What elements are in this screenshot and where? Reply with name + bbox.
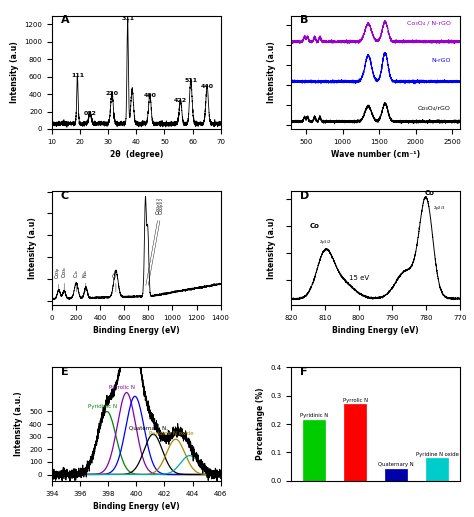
- Text: Quaternary N,: Quaternary N,: [129, 427, 168, 431]
- Y-axis label: Intensity (a.u): Intensity (a.u): [10, 41, 19, 103]
- Text: Quaternary N: Quaternary N: [378, 463, 414, 467]
- Text: Pyridine N oxide: Pyridine N oxide: [149, 431, 194, 436]
- Text: Pyrrolic N: Pyrrolic N: [109, 385, 136, 390]
- Text: Co$_{2p1/2}$: Co$_{2p1/2}$: [148, 197, 168, 285]
- Text: Co$_{3s}$: Co$_{3s}$: [60, 265, 69, 292]
- Text: 220: 220: [105, 90, 118, 96]
- Text: 422: 422: [174, 98, 187, 103]
- Bar: [426, 458, 448, 481]
- Y-axis label: Percentange (%): Percentange (%): [256, 388, 265, 460]
- Text: 511: 511: [184, 78, 197, 83]
- Text: D: D: [300, 191, 309, 201]
- Y-axis label: Intensity (a.u): Intensity (a.u): [267, 217, 276, 279]
- Text: Co: Co: [310, 222, 320, 229]
- Text: Co₃O₄/rGO: Co₃O₄/rGO: [418, 105, 451, 111]
- Y-axis label: Intensity (a.u): Intensity (a.u): [267, 41, 276, 103]
- Text: O$_{1s}$: O$_{1s}$: [111, 268, 120, 292]
- Y-axis label: Intensity (a.u.): Intensity (a.u.): [14, 392, 23, 457]
- Text: 111: 111: [71, 73, 84, 78]
- Text: Pyridinic N: Pyridinic N: [300, 414, 328, 418]
- Text: C: C: [61, 191, 69, 201]
- Text: N$_{1s}$: N$_{1s}$: [82, 268, 90, 292]
- Text: N-rGO: N-rGO: [431, 58, 451, 63]
- Text: $_{2p1/2}$: $_{2p1/2}$: [319, 239, 331, 247]
- Bar: [385, 469, 407, 481]
- X-axis label: Wave number (cm⁻¹): Wave number (cm⁻¹): [331, 150, 420, 159]
- Text: Pyridinic N: Pyridinic N: [88, 404, 117, 408]
- Text: C$_{1s}$: C$_{1s}$: [72, 268, 81, 292]
- Text: 311: 311: [121, 17, 134, 21]
- Text: B: B: [300, 16, 308, 25]
- Text: 400: 400: [144, 93, 156, 98]
- X-axis label: Binding Energy (eV): Binding Energy (eV): [332, 326, 419, 335]
- Text: Co: Co: [425, 190, 434, 196]
- Text: F: F: [300, 367, 307, 377]
- Y-axis label: Intensity (a.u): Intensity (a.u): [28, 217, 37, 279]
- Text: 002: 002: [83, 111, 97, 116]
- Text: Co$_{3p}$: Co$_{3p}$: [54, 266, 64, 292]
- Bar: [344, 404, 366, 481]
- Text: $_{2p2/3}$: $_{2p2/3}$: [433, 204, 446, 213]
- Text: Co$_{2p3/2}$: Co$_{2p3/2}$: [146, 197, 165, 285]
- X-axis label: Binding Energy (eV): Binding Energy (eV): [93, 502, 180, 511]
- Text: Pyrrolic N: Pyrrolic N: [343, 398, 367, 403]
- Text: 440: 440: [201, 84, 214, 88]
- Text: 15 eV: 15 eV: [349, 275, 369, 281]
- Bar: [302, 420, 325, 481]
- X-axis label: Binding Energy (eV): Binding Energy (eV): [93, 326, 180, 335]
- Text: Co₃O₄ / N-rGO: Co₃O₄ / N-rGO: [407, 20, 451, 25]
- Text: E: E: [61, 367, 68, 377]
- Text: Pyridine N oxide: Pyridine N oxide: [416, 452, 459, 457]
- Text: A: A: [61, 16, 69, 25]
- X-axis label: 2θ  (degree): 2θ (degree): [109, 150, 163, 159]
